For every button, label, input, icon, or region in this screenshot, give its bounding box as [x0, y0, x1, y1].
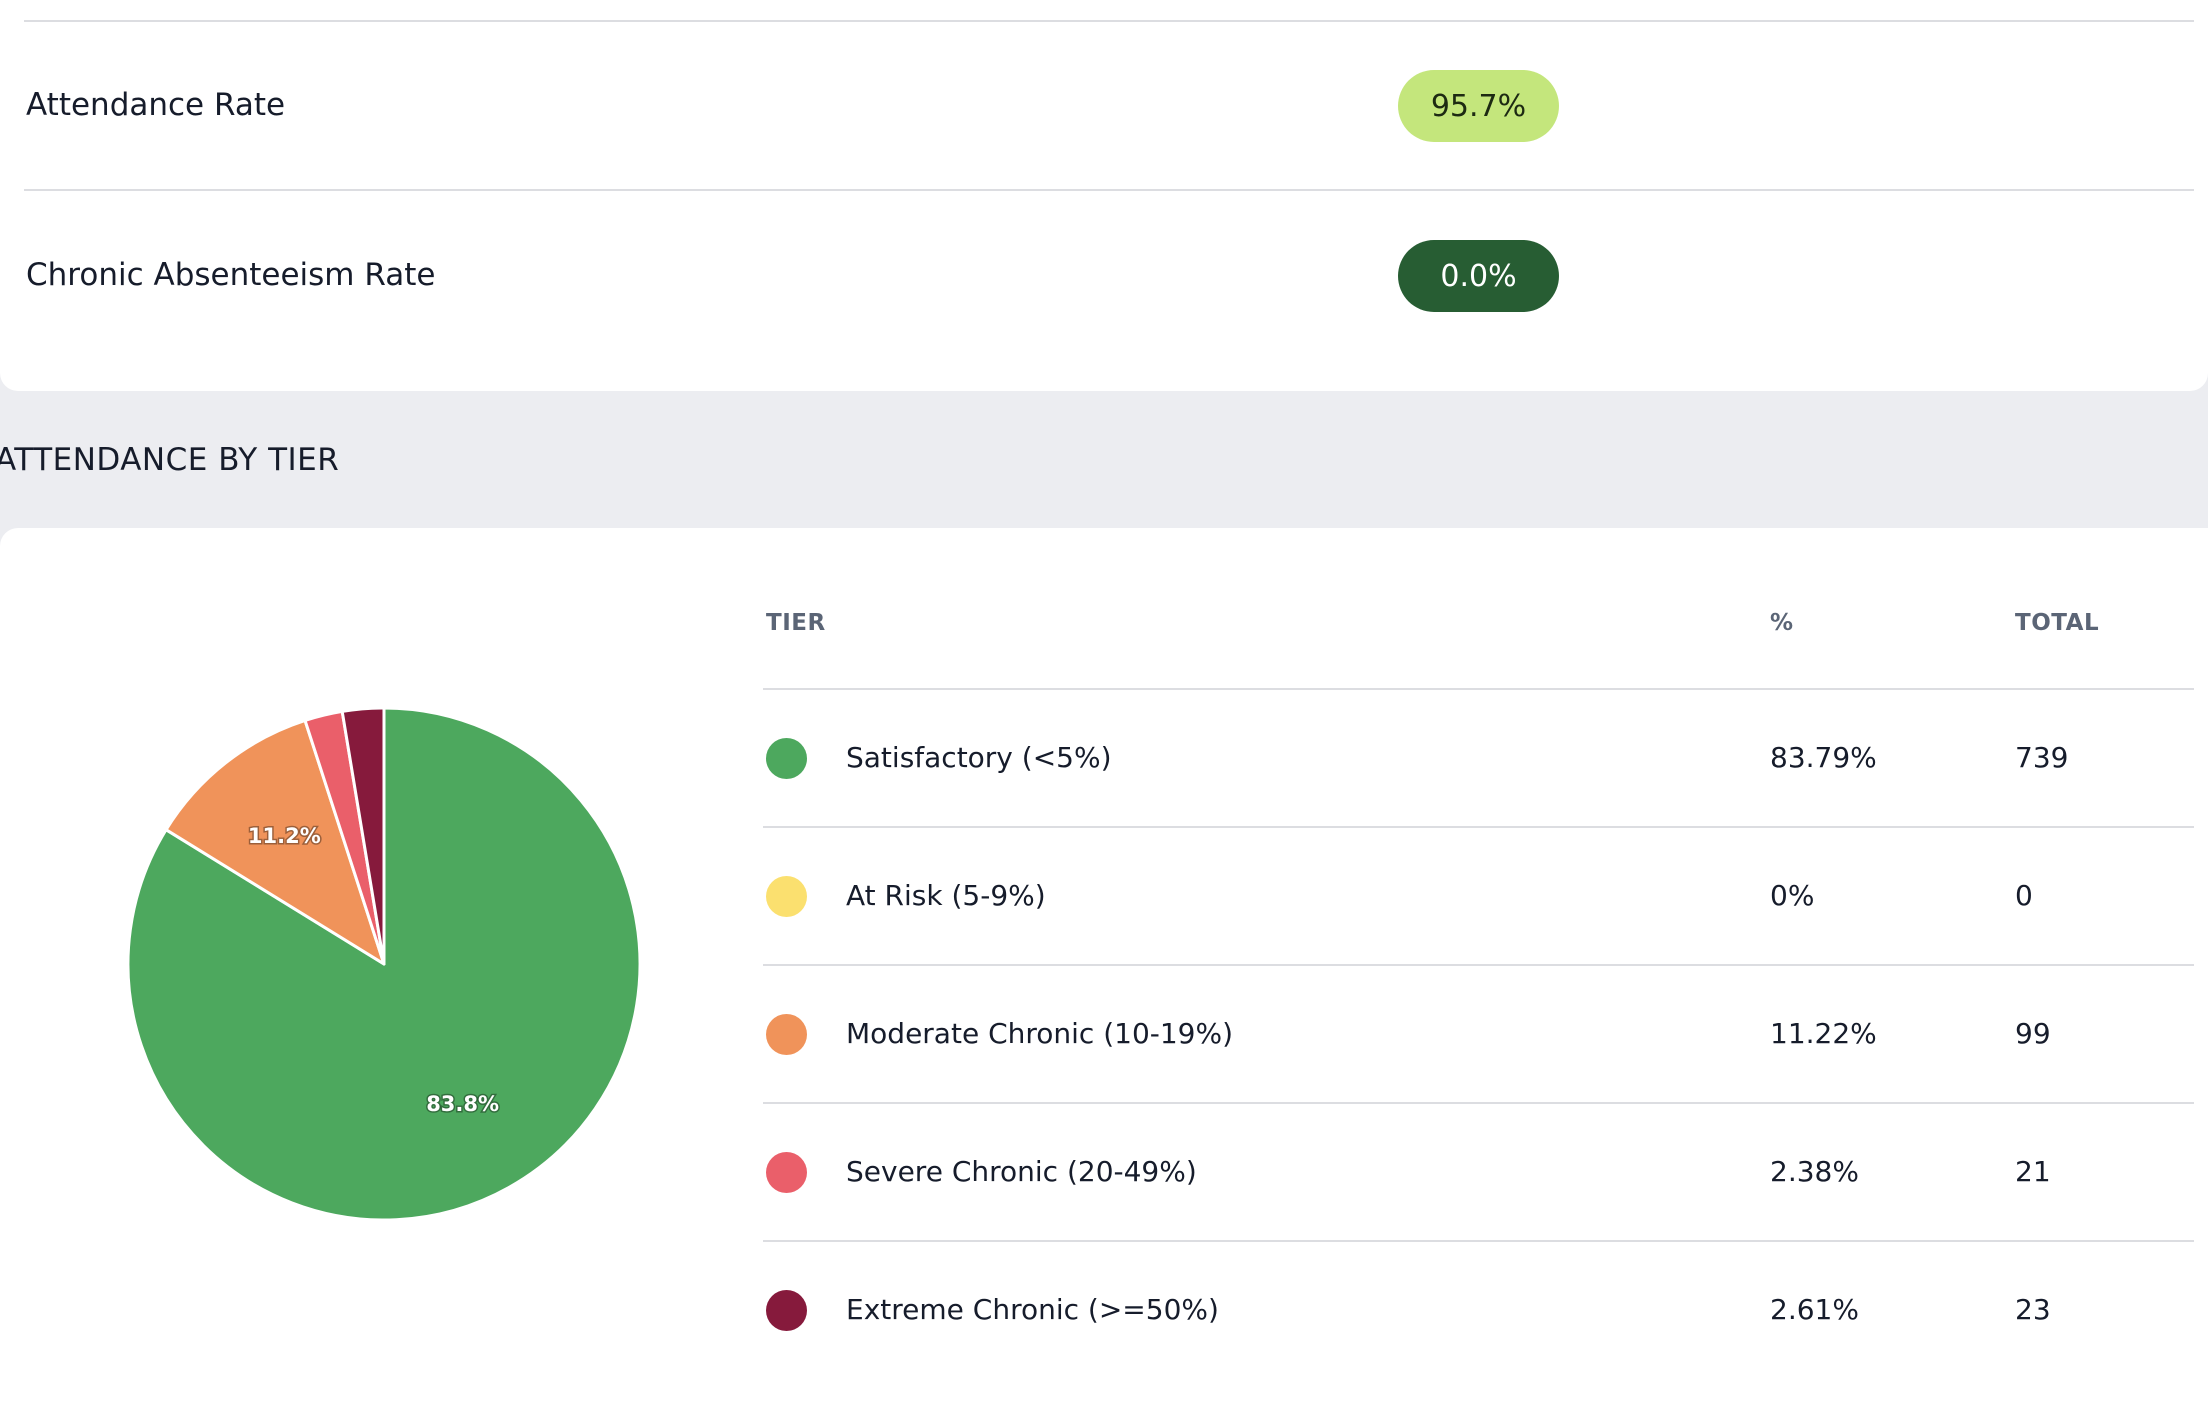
chronic-absenteeism-rate-label: Chronic Absenteeism Rate: [26, 257, 436, 293]
pie-slice-label: 11.2%: [248, 824, 321, 848]
tier-name: At Risk (5-9%): [846, 879, 1046, 912]
tier-total: 21: [2015, 1155, 2051, 1188]
divider: [763, 1102, 2194, 1104]
divider: [763, 826, 2194, 828]
pie-slice[interactable]: [164, 718, 386, 966]
tier-pie-chart: 83.8% 11.2%: [0, 528, 740, 1378]
tier-total: 99: [2015, 1017, 2051, 1050]
tier-name: Moderate Chronic (10-19%): [846, 1017, 1234, 1050]
column-header-total: TOTAL: [2015, 610, 2100, 636]
section-title: ATTENDANCE BY TIER: [0, 442, 340, 478]
tier-total: 23: [2015, 1293, 2051, 1326]
tier-percent: 83.79%: [1770, 741, 1877, 774]
column-header-percent: %: [1770, 610, 1794, 636]
tier-percent: 11.22%: [1770, 1017, 1877, 1050]
divider: [24, 20, 2194, 22]
divider: [763, 964, 2194, 966]
tier-color-dot: [766, 738, 807, 779]
pie-slice-label: 83.8%: [426, 1092, 499, 1116]
divider: [24, 189, 2194, 191]
metrics-card: Attendance Rate 95.7% Chronic Absenteeis…: [0, 0, 2208, 391]
attendance-rate-label: Attendance Rate: [26, 87, 286, 123]
divider: [763, 1240, 2194, 1242]
tier-color-dot: [766, 1290, 807, 1331]
column-header-tier: TIER: [766, 610, 826, 636]
pie-chart-svg: 83.8% 11.2%: [126, 706, 642, 1222]
tier-total: 0: [2015, 879, 2033, 912]
pie-slice[interactable]: [340, 706, 386, 966]
tier-color-dot: [766, 876, 807, 917]
tier-name: Satisfactory (<5%): [846, 741, 1112, 774]
tier-name: Extreme Chronic (>=50%): [846, 1293, 1219, 1326]
divider: [763, 688, 2194, 690]
attendance-rate-badge: 95.7%: [1398, 70, 1559, 142]
tier-color-dot: [766, 1014, 807, 1055]
tier-percent: 2.61%: [1770, 1293, 1859, 1326]
tier-color-dot: [766, 1152, 807, 1193]
attendance-tier-card: 83.8% 11.2% TIER % TOTAL Satisfactory (<5…: [0, 528, 2208, 1428]
tier-percent: 0%: [1770, 879, 1815, 912]
tier-name: Severe Chronic (20-49%): [846, 1155, 1197, 1188]
tier-total: 739: [2015, 741, 2069, 774]
chronic-absenteeism-rate-badge: 0.0%: [1398, 240, 1559, 312]
tier-percent: 2.38%: [1770, 1155, 1859, 1188]
